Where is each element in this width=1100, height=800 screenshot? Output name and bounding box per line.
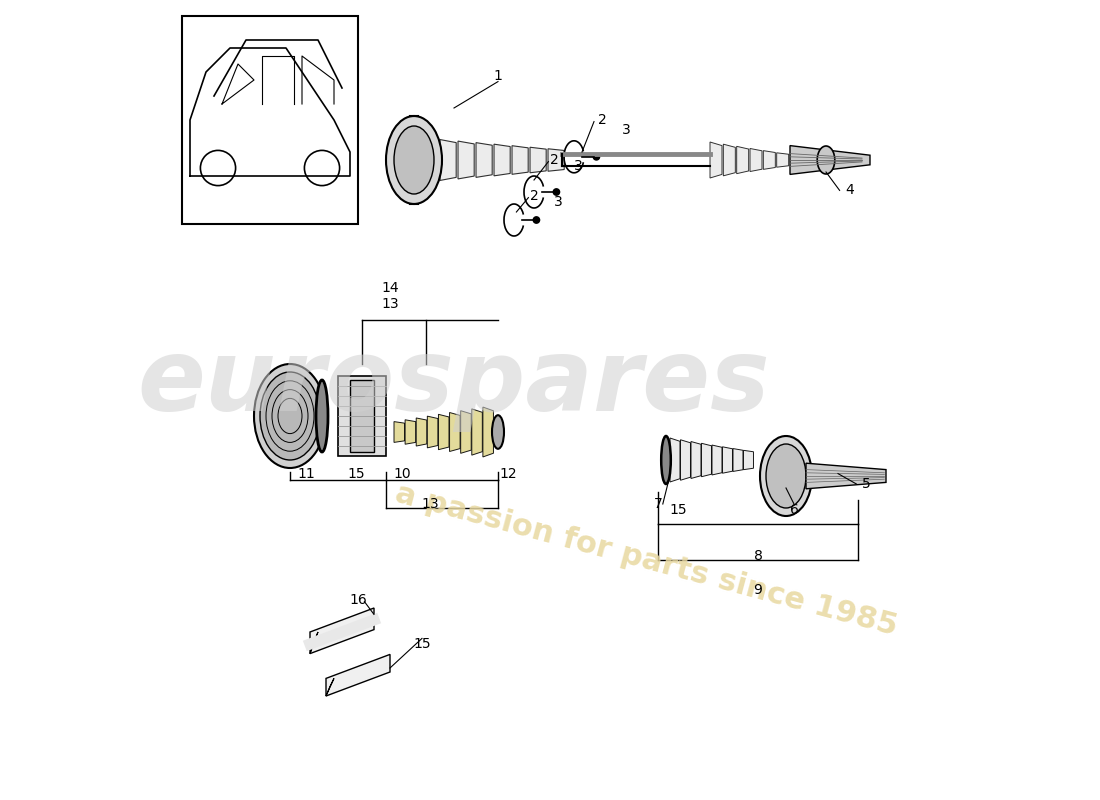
Polygon shape xyxy=(744,450,754,470)
Polygon shape xyxy=(483,407,494,457)
Text: 3: 3 xyxy=(553,194,562,209)
Text: eurospares: eurospares xyxy=(138,335,770,433)
Polygon shape xyxy=(723,446,733,474)
Text: 5: 5 xyxy=(861,477,870,491)
Ellipse shape xyxy=(492,415,504,449)
Circle shape xyxy=(200,150,235,186)
Polygon shape xyxy=(458,141,474,179)
Polygon shape xyxy=(427,416,438,448)
Polygon shape xyxy=(512,146,528,174)
Ellipse shape xyxy=(386,116,442,204)
Text: 11: 11 xyxy=(297,466,315,481)
Text: 15: 15 xyxy=(414,637,431,651)
Ellipse shape xyxy=(254,364,326,468)
Polygon shape xyxy=(310,608,374,654)
Ellipse shape xyxy=(760,436,812,516)
Polygon shape xyxy=(681,440,691,480)
Polygon shape xyxy=(494,144,510,176)
Text: 4: 4 xyxy=(846,183,855,198)
Polygon shape xyxy=(422,138,438,182)
Text: 16: 16 xyxy=(349,593,367,607)
Polygon shape xyxy=(472,409,482,455)
Text: 6: 6 xyxy=(790,503,799,518)
Polygon shape xyxy=(710,142,722,178)
Polygon shape xyxy=(405,420,416,444)
Ellipse shape xyxy=(394,126,435,194)
Bar xyxy=(338,376,386,456)
Ellipse shape xyxy=(316,380,328,452)
Polygon shape xyxy=(724,144,735,176)
Polygon shape xyxy=(670,438,680,482)
Text: 13: 13 xyxy=(382,297,399,311)
Polygon shape xyxy=(691,442,701,478)
Polygon shape xyxy=(461,410,471,454)
Circle shape xyxy=(593,154,600,160)
Text: 3: 3 xyxy=(621,122,630,137)
Circle shape xyxy=(534,217,540,223)
Text: 15: 15 xyxy=(669,503,686,518)
Ellipse shape xyxy=(661,436,671,484)
Polygon shape xyxy=(702,443,712,477)
Polygon shape xyxy=(750,149,762,171)
Polygon shape xyxy=(737,146,749,174)
Text: 2: 2 xyxy=(550,153,559,167)
Text: 2: 2 xyxy=(529,189,538,203)
Polygon shape xyxy=(416,418,427,446)
Text: 15: 15 xyxy=(348,466,365,481)
Circle shape xyxy=(553,189,560,195)
Polygon shape xyxy=(450,413,460,451)
Polygon shape xyxy=(439,414,449,450)
Polygon shape xyxy=(790,146,870,174)
Polygon shape xyxy=(712,445,722,475)
Text: 7: 7 xyxy=(653,497,662,511)
Text: 12: 12 xyxy=(499,466,517,481)
Polygon shape xyxy=(763,150,776,170)
Polygon shape xyxy=(777,153,789,167)
Polygon shape xyxy=(733,449,742,471)
Text: 1: 1 xyxy=(494,69,503,83)
Polygon shape xyxy=(806,463,886,489)
Polygon shape xyxy=(548,149,564,171)
Bar xyxy=(350,380,374,452)
Polygon shape xyxy=(326,654,390,696)
Ellipse shape xyxy=(766,444,806,508)
Text: 13: 13 xyxy=(421,497,439,511)
Text: 14: 14 xyxy=(382,281,399,295)
Polygon shape xyxy=(476,142,492,178)
Text: 2: 2 xyxy=(597,113,606,127)
Polygon shape xyxy=(326,678,334,696)
Polygon shape xyxy=(530,147,547,173)
Polygon shape xyxy=(394,422,405,442)
Text: 3: 3 xyxy=(573,158,582,173)
Polygon shape xyxy=(440,139,456,181)
Text: 10: 10 xyxy=(393,466,410,481)
Circle shape xyxy=(305,150,340,186)
Bar xyxy=(182,16,358,224)
Ellipse shape xyxy=(260,372,320,460)
Polygon shape xyxy=(310,632,318,654)
Text: 8: 8 xyxy=(754,549,762,563)
Text: 9: 9 xyxy=(754,583,762,598)
Ellipse shape xyxy=(817,146,835,174)
Text: a passion for parts since 1985: a passion for parts since 1985 xyxy=(392,479,900,641)
